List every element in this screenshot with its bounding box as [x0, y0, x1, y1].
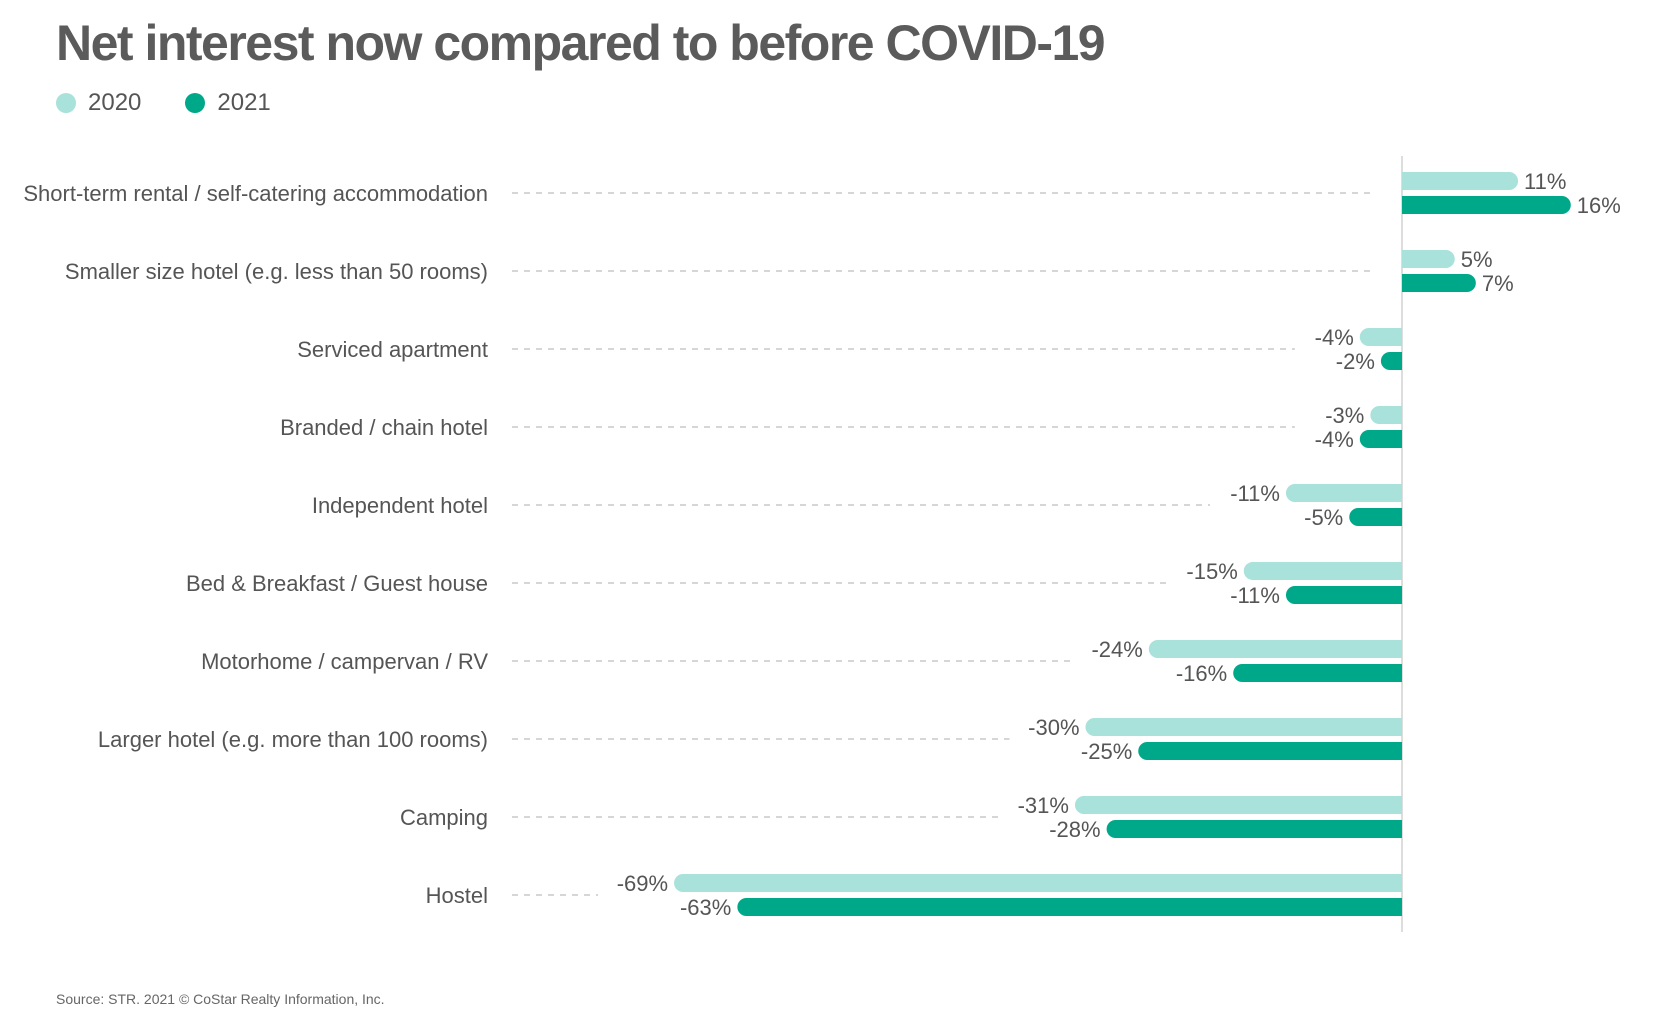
legend-swatch-2020 [56, 93, 76, 113]
value-label-2020: -24% [1091, 637, 1142, 662]
value-label-2020: -30% [1028, 715, 1079, 740]
bar-2021 [1402, 196, 1571, 214]
category-label: Smaller size hotel (e.g. less than 50 ro… [65, 259, 488, 284]
bar-2020 [1085, 718, 1402, 736]
chart-title: Net interest now compared to before COVI… [56, 15, 1106, 71]
category-label: Branded / chain hotel [280, 415, 488, 440]
value-label-2021: -63% [680, 895, 731, 920]
legend: 2020 2021 [56, 88, 315, 118]
value-label-2020: -69% [617, 871, 668, 896]
value-label-2020: -31% [1018, 793, 1069, 818]
value-label-2021: 16% [1577, 193, 1621, 218]
category-label: Camping [400, 805, 488, 830]
category-label: Serviced apartment [297, 337, 488, 362]
category-label: Hostel [426, 883, 488, 908]
legend-item-2020: 2020 [56, 89, 141, 117]
category-label: Short-term rental / self-catering accomm… [23, 181, 488, 206]
value-label-2021: -11% [1230, 583, 1280, 608]
value-label-2020: -4% [1315, 325, 1354, 350]
legend-item-2021: 2021 [185, 89, 271, 117]
bar-2020 [1148, 640, 1402, 658]
bar-2021 [1106, 820, 1402, 838]
category-label: Independent hotel [312, 493, 488, 518]
value-label-2021: -5% [1304, 505, 1343, 530]
value-label-2021: -25% [1081, 739, 1132, 764]
category-label: Motorhome / campervan / RV [201, 649, 488, 674]
value-label-2020: 11% [1524, 169, 1566, 194]
category-label: Bed & Breakfast / Guest house [186, 571, 488, 596]
bar-2020 [1285, 484, 1402, 502]
value-label-2021: -16% [1176, 661, 1227, 686]
bar-2021 [737, 898, 1402, 916]
value-label-2020: -11% [1230, 481, 1280, 506]
value-label-2021: -28% [1049, 817, 1100, 842]
legend-swatch-2021 [185, 93, 206, 113]
source-note: Source: STR. 2021 © CoStar Realty Inform… [56, 991, 385, 1007]
bar-2021 [1285, 586, 1402, 604]
value-label-2021: -4% [1315, 427, 1354, 452]
value-label-2021: 7% [1482, 271, 1514, 296]
category-label: Larger hotel (e.g. more than 100 rooms) [98, 727, 488, 752]
bar-2020 [674, 874, 1402, 892]
value-label-2021: -2% [1336, 349, 1375, 374]
bar-2021 [1402, 274, 1476, 292]
bar-2020 [1243, 562, 1402, 580]
bar-2020 [1402, 250, 1455, 268]
bar-2021 [1233, 664, 1402, 682]
value-label-2020: -3% [1325, 403, 1364, 428]
legend-label-2021: 2021 [217, 89, 271, 116]
bar-2020 [1402, 172, 1519, 190]
bar-2021 [1349, 508, 1402, 526]
bar-2020 [1074, 796, 1402, 814]
bar-2020 [1359, 328, 1402, 346]
bar-chart: Short-term rental / self-catering accomm… [23, 156, 1621, 932]
bar-2020 [1370, 406, 1402, 424]
value-label-2020: -15% [1186, 559, 1237, 584]
bar-2021 [1380, 352, 1402, 370]
bar-2021 [1359, 430, 1402, 448]
value-label-2020: 5% [1461, 247, 1493, 272]
legend-label-2020: 2020 [88, 89, 142, 116]
bar-2021 [1138, 742, 1402, 760]
